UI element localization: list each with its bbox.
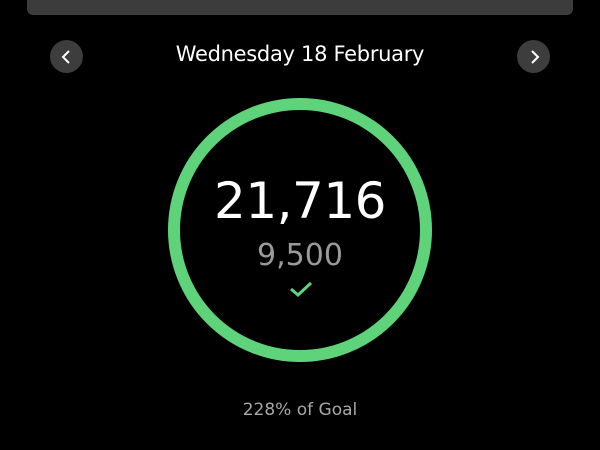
chevron-right-icon <box>530 49 539 64</box>
progress-ring <box>168 98 432 362</box>
check-icon <box>290 281 313 298</box>
chevron-left-icon <box>61 49 70 64</box>
date-title: Wednesday 18 February <box>175 42 425 66</box>
next-day-button[interactable] <box>517 40 550 73</box>
top-bar <box>27 0 573 15</box>
previous-day-button[interactable] <box>50 40 83 73</box>
progress-ring-arc <box>168 98 432 362</box>
step-count: 21,716 <box>214 172 386 230</box>
goal-percent: 228% of Goal <box>242 400 358 420</box>
step-goal: 9,500 <box>257 238 343 273</box>
